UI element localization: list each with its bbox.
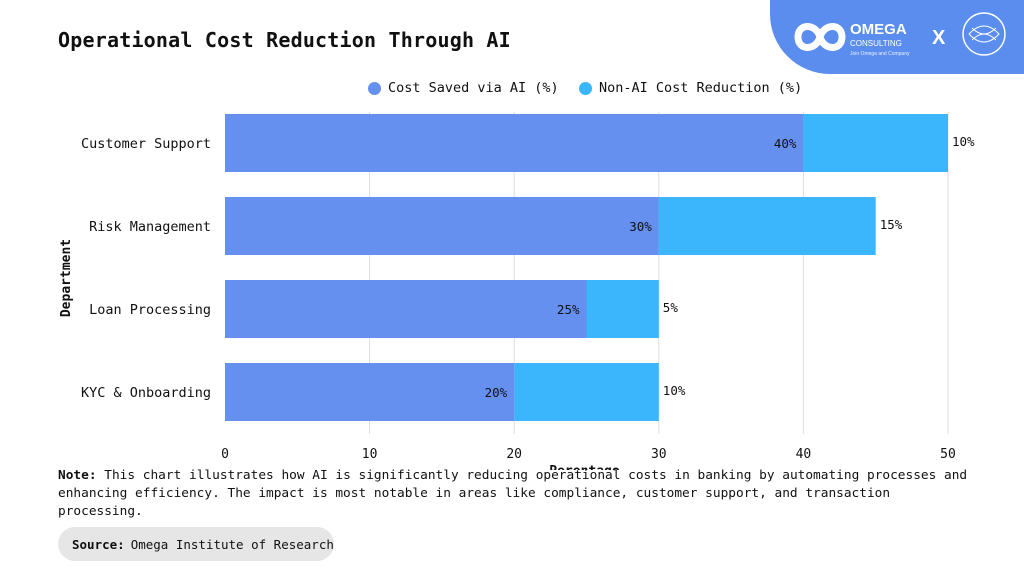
category-label: Loan Processing xyxy=(89,302,211,318)
legend-item-ai: Cost Saved via AI (%) xyxy=(368,80,559,96)
data-label-ai: 20% xyxy=(485,385,508,400)
legend-label-ai: Cost Saved via AI (%) xyxy=(388,80,559,96)
legend-dot-ai xyxy=(368,81,381,95)
x-tick-label: 0 xyxy=(221,447,229,462)
chart-note: Note: This chart illustrates how AI is s… xyxy=(58,467,978,521)
legend-item-non-ai: Non-AI Cost Reduction (%) xyxy=(579,80,802,96)
x-tick-label: 20 xyxy=(506,447,522,462)
omega-logo-icon: OMEGA CONSULTING Join Omega and Company … xyxy=(794,12,1006,57)
bar-chart: 0 10 20 30 40 50 Customer Support 40% 10% Risk Ma… xyxy=(59,112,975,470)
data-label-ai: 30% xyxy=(629,219,652,234)
category-label: KYC & Onboarding xyxy=(81,385,211,401)
brand-sub: CONSULTING xyxy=(850,39,902,48)
bar-non-ai xyxy=(658,197,876,255)
bar-non-ai xyxy=(803,114,948,172)
y-axis-label: Department xyxy=(59,239,74,317)
partner-logo-icon xyxy=(962,12,1006,56)
data-label-ai: 25% xyxy=(557,302,580,317)
bar-ai xyxy=(225,363,515,421)
source-badge: Source: Omega Institute of Research xyxy=(58,527,334,561)
brand-banner: OMEGA CONSULTING Join Omega and Company … xyxy=(770,0,1024,74)
x-tick-label: 10 xyxy=(362,447,378,462)
bar-ai xyxy=(225,280,587,338)
chart-legend: Cost Saved via AI (%) Non-AI Cost Reduct… xyxy=(0,80,1024,100)
data-label-non-ai: 10% xyxy=(952,134,975,149)
bar-ai xyxy=(225,197,659,255)
x-tick-label: 30 xyxy=(651,447,667,462)
brand-tagline: Join Omega and Company xyxy=(850,51,910,57)
source-label: Source: xyxy=(72,536,125,552)
x-tick-label: 50 xyxy=(940,447,956,462)
brand-cross: X xyxy=(932,27,946,49)
data-label-non-ai: 5% xyxy=(663,300,679,315)
bar-non-ai xyxy=(514,363,659,421)
brand-name: OMEGA xyxy=(850,21,907,38)
x-axis-label: Perentage xyxy=(549,464,620,470)
legend-label-non-ai: Non-AI Cost Reduction (%) xyxy=(599,80,803,96)
data-label-non-ai: 10% xyxy=(663,383,686,398)
note-text: This chart illustrates how AI is signifi… xyxy=(58,468,968,519)
data-label-non-ai: 15% xyxy=(880,217,903,232)
chart-title: Operational Cost Reduction Through AI xyxy=(58,28,511,52)
category-label: Customer Support xyxy=(81,136,211,152)
bar-non-ai xyxy=(586,280,659,338)
legend-dot-non-ai xyxy=(579,81,592,95)
category-label: Risk Management xyxy=(89,219,211,235)
source-text: Omega Institute of Research xyxy=(130,536,334,552)
bar-ai xyxy=(225,114,804,172)
x-tick-label: 40 xyxy=(796,447,812,462)
note-label: Note: xyxy=(58,468,97,483)
data-label-ai: 40% xyxy=(774,136,797,151)
